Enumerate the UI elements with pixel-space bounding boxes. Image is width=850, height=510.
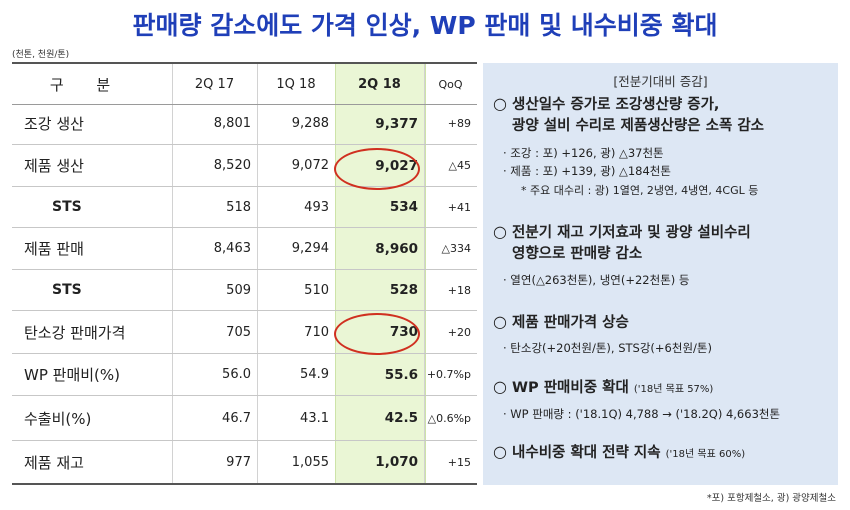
value-1q18: 9,072 bbox=[291, 158, 329, 173]
value-1q18: 493 bbox=[304, 199, 329, 215]
table-row: 수출비(%) 46.7 43.1 42.5 △0.6%p bbox=[12, 396, 477, 441]
value-2q18: 528 bbox=[389, 282, 418, 298]
value-2q17: 518 bbox=[226, 199, 251, 215]
value-qoq: △0.6%p bbox=[427, 411, 471, 425]
value-1q18: 9,288 bbox=[291, 116, 329, 131]
value-2q17: 509 bbox=[226, 282, 251, 298]
value-1q18: 510 bbox=[304, 282, 329, 298]
value-2q18: 1,070 bbox=[375, 454, 418, 470]
value-qoq: +41 bbox=[447, 200, 471, 214]
table-row: STS 518 493 534 +41 bbox=[12, 187, 477, 228]
commentary-main: 제품 판매가격 상승 bbox=[512, 315, 629, 331]
value-2q18: 55.6 bbox=[384, 366, 418, 383]
value-2q17: 56.0 bbox=[222, 367, 251, 382]
header-1q18: 1Q 18 bbox=[276, 76, 316, 92]
table-row: 제품 판매 8,463 9,294 8,960 △334 bbox=[12, 228, 477, 270]
commentary-note: * 주요 대수리 : 광) 1열연, 2냉연, 4냉연, 4CGL 등 bbox=[521, 184, 759, 197]
row-label: WP 판매비(%) bbox=[24, 366, 121, 384]
row-label: 제품 판매 bbox=[24, 240, 84, 258]
value-qoq: +20 bbox=[447, 325, 471, 339]
value-qoq: +0.7%p bbox=[426, 368, 471, 381]
commentary-main: 생산일수 증가로 조강생산량 증가, bbox=[512, 97, 720, 113]
header-2q17: 2Q 17 bbox=[194, 76, 235, 92]
value-2q17: 8,801 bbox=[213, 116, 251, 131]
circle-bullet-icon: ○ bbox=[493, 312, 507, 331]
commentary-target: ('18년 목표 60%) bbox=[665, 449, 746, 460]
value-2q17: 977 bbox=[226, 454, 251, 470]
commentary-sub: · WP 판매량 : ('18.1Q) 4,788 → ('18.2Q) 4,6… bbox=[503, 407, 781, 421]
value-1q18: 54.9 bbox=[300, 367, 329, 382]
table-header-row: 구 분 2Q 17 1Q 18 2Q 18 QoQ bbox=[12, 62, 477, 105]
circle-bullet-icon: ○ bbox=[493, 442, 507, 461]
commentary-item: ○ 생산일수 증가로 조강생산량 증가, 광양 설비 수리로 제품생산량은 소폭… bbox=[493, 93, 833, 199]
unit-note: (천톤, 천원/톤) bbox=[12, 50, 70, 60]
table-row: STS 509 510 528 +18 bbox=[12, 270, 477, 311]
circle-bullet-icon: ○ bbox=[493, 222, 507, 241]
commentary-item: ○ 전분기 재고 기저효과 및 광양 설비수리 영향으로 판매량 감소 · 열연… bbox=[493, 221, 833, 289]
row-label: 제품 생산 bbox=[24, 157, 84, 175]
highlight-circle bbox=[334, 148, 420, 190]
table-row: 탄소강 판매가격 705 710 730 +20 bbox=[12, 311, 477, 354]
highlight-circle bbox=[334, 313, 420, 355]
row-label: 제품 재고 bbox=[24, 453, 84, 472]
panel-title: [전분기대비 증감] bbox=[613, 74, 708, 89]
commentary-sub: · 제품 : 포) +139, 광) △184천톤 bbox=[503, 164, 671, 178]
value-2q18: 42.5 bbox=[384, 410, 418, 426]
header-category: 구 분 bbox=[49, 75, 125, 94]
value-2q17: 46.7 bbox=[222, 410, 251, 426]
header-qoq: QoQ bbox=[438, 77, 463, 91]
commentary-sub: · 탄소강(+20천원/톤), STS강(+6천원/톤) bbox=[503, 341, 712, 355]
value-qoq: +18 bbox=[447, 283, 471, 297]
commentary-main: 내수비중 확대 전략 지속 bbox=[512, 445, 661, 461]
commentary-main: 전분기 재고 기저효과 및 광양 설비수리 bbox=[512, 225, 751, 241]
table-row: WP 판매비(%) 56.0 54.9 55.6 +0.7%p bbox=[12, 354, 477, 396]
commentary-target: ('18년 목표 57%) bbox=[633, 384, 714, 395]
value-1q18: 43.1 bbox=[300, 410, 329, 426]
value-qoq: △334 bbox=[441, 242, 471, 255]
value-qoq: +89 bbox=[447, 117, 471, 130]
value-2q17: 8,463 bbox=[213, 241, 251, 256]
row-label: 수출비(%) bbox=[24, 409, 92, 428]
commentary-item: ○ 제품 판매가격 상승 · 탄소강(+20천원/톤), STS강(+6천원/톤… bbox=[493, 311, 833, 357]
value-2q18: 534 bbox=[389, 199, 418, 215]
column-divider bbox=[172, 63, 173, 485]
circle-bullet-icon: ○ bbox=[493, 377, 507, 396]
commentary-sub: · 열연(△263천톤), 냉연(+22천톤) 등 bbox=[503, 273, 690, 287]
value-1q18: 1,055 bbox=[291, 454, 329, 470]
value-1q18: 710 bbox=[304, 324, 329, 340]
header-2q18: 2Q 18 bbox=[358, 76, 401, 92]
row-label: STS bbox=[52, 199, 82, 215]
row-label: STS bbox=[52, 282, 82, 298]
table-row: 조강 생산 8,801 9,288 9,377 +89 bbox=[12, 103, 477, 145]
table-row: 제품 재고 977 1,055 1,070 +15 bbox=[12, 441, 477, 485]
circle-bullet-icon: ○ bbox=[493, 94, 507, 113]
footnote: *포) 포항제철소, 광) 광양제철소 bbox=[706, 493, 836, 504]
value-qoq: △45 bbox=[448, 159, 471, 172]
page-title: 판매량 감소에도 가격 인상, WP 판매 및 내수비중 확대 bbox=[132, 11, 718, 40]
value-2q18: 8,960 bbox=[375, 240, 418, 257]
commentary-main: WP 판매비중 확대 bbox=[512, 380, 629, 396]
value-2q18: 9,377 bbox=[375, 115, 418, 132]
row-label: 조강 생산 bbox=[24, 115, 84, 133]
commentary-item: ○ 내수비중 확대 전략 지속 ('18년 목표 60%) bbox=[493, 441, 833, 465]
value-2q17: 705 bbox=[226, 324, 251, 340]
commentary-panel: [전분기대비 증감] ○ 생산일수 증가로 조강생산량 증가, 광양 설비 수리… bbox=[483, 63, 838, 485]
value-1q18: 9,294 bbox=[291, 241, 329, 256]
row-label: 탄소강 판매가격 bbox=[24, 323, 126, 342]
column-divider bbox=[257, 63, 258, 485]
highlight-column bbox=[335, 63, 426, 485]
commentary-sub: · 조강 : 포) +126, 광) △37천톤 bbox=[503, 146, 664, 160]
commentary-item: ○ WP 판매비중 확대 ('18년 목표 57%) · WP 판매량 : ('… bbox=[493, 376, 833, 423]
commentary-main: 영향으로 판매량 감소 bbox=[512, 246, 643, 262]
commentary-main: 광양 설비 수리로 제품생산량은 소폭 감소 bbox=[512, 118, 765, 134]
value-qoq: +15 bbox=[447, 455, 471, 469]
column-divider bbox=[424, 63, 425, 485]
value-2q17: 8,520 bbox=[213, 158, 251, 173]
